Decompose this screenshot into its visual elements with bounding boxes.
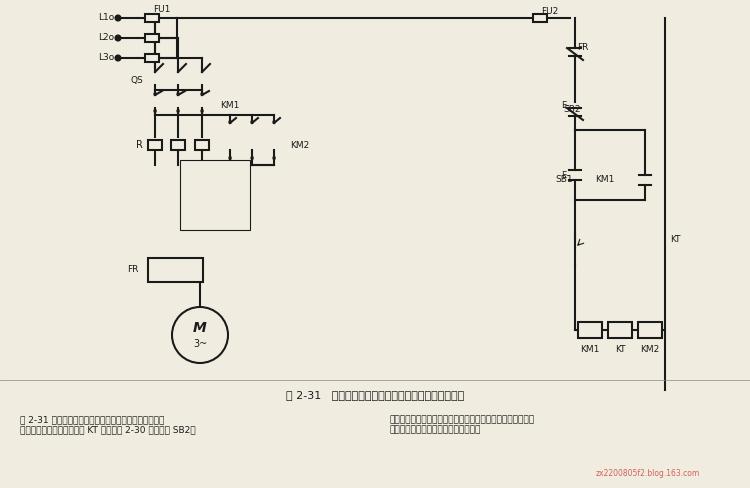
Text: SB2: SB2 [563,105,580,115]
Text: FU1: FU1 [153,5,171,15]
Text: o: o [153,108,158,114]
Text: KM1: KM1 [580,346,600,354]
Circle shape [116,16,121,20]
Circle shape [116,56,121,61]
Bar [171,140,185,150]
Text: L2o: L2o [98,34,114,42]
Bar [148,258,203,282]
Text: L1o: L1o [98,14,114,22]
Text: QS: QS [130,76,143,84]
Bar [145,34,159,42]
Text: o: o [200,91,204,97]
Bar [533,14,547,22]
Bar [145,54,159,62]
Text: KM2: KM2 [290,141,309,149]
Bar [608,322,632,338]
Text: KT: KT [670,236,680,244]
Bar [148,140,162,150]
Text: o: o [272,119,276,125]
Text: FR: FR [127,265,138,274]
Text: o: o [250,119,254,125]
Text: o: o [272,155,276,161]
Bar [578,322,602,338]
Text: KM1: KM1 [220,101,239,109]
Text: SB1: SB1 [555,176,573,184]
Bar [202,183,227,207]
Bar [638,322,662,338]
Text: E-: E- [561,170,569,180]
Bar [195,140,209,150]
Text: o: o [228,119,232,125]
Text: KM1: KM1 [595,176,614,184]
Circle shape [172,307,228,363]
Bar [188,167,242,223]
Text: E-: E- [561,101,569,109]
Text: FR: FR [578,42,589,52]
Text: 3~: 3~ [193,339,207,349]
Text: 图 2-31 所示为定子绕组串电阻起动时间继电器自动控制
线路。该线路用时间继电器 KT 取代了图 2-30 中的按钮 SB2，: 图 2-31 所示为定子绕组串电阻起动时间继电器自动控制 线路。该线路用时间继电… [20,415,196,434]
Text: R: R [136,140,143,150]
Text: zx2200805f2.blog.163.com: zx2200805f2.blog.163.com [596,469,700,478]
Text: o: o [176,91,180,97]
Text: o: o [250,155,254,161]
Text: o: o [228,155,232,161]
Bar [195,175,235,215]
Text: o: o [176,108,180,114]
Circle shape [116,36,121,41]
Text: 因而实现了电动机从降压起动到全压运行全过程的自动控制，
使得工作更方便，可靠性也大为提高。: 因而实现了电动机从降压起动到全压运行全过程的自动控制， 使得工作更方便，可靠性也… [390,415,536,434]
Text: o: o [200,108,204,114]
Text: KM2: KM2 [640,346,660,354]
Text: o: o [153,91,158,97]
Text: L3o: L3o [98,54,114,62]
Text: KT: KT [615,346,626,354]
Bar [180,160,250,230]
Text: M: M [194,321,207,335]
Text: FU2: FU2 [542,7,559,17]
Text: 图 2-31   定子绕组串电阻起动时间继电器自动控制线路: 图 2-31 定子绕组串电阻起动时间继电器自动控制线路 [286,390,464,400]
Bar [145,14,159,22]
